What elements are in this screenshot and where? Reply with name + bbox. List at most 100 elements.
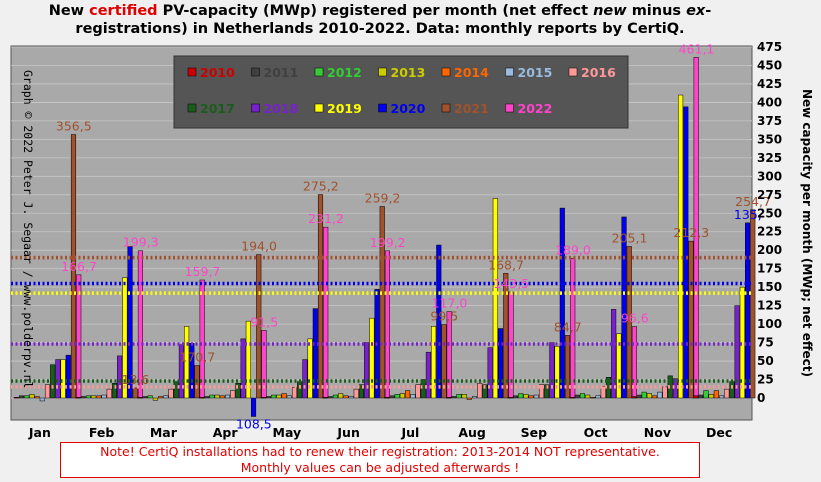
data-label: 199,3 <box>123 235 159 250</box>
bar-2019-jan <box>60 359 66 399</box>
bar-2021-apr <box>256 254 262 399</box>
bar-2012-sep <box>518 393 524 399</box>
note-line-2: Monthly values can be adjusted afterward… <box>240 460 520 475</box>
data-label: 259,2 <box>365 190 401 205</box>
bar-2019-feb <box>122 277 128 399</box>
y-tick-label: 225 <box>757 225 782 239</box>
bar-2020-apr <box>251 397 257 417</box>
bar-2018-apr <box>240 338 246 399</box>
data-label: 108,5 <box>236 416 272 431</box>
bar-2020-jul <box>436 244 442 399</box>
x-tick-label: Dec <box>706 425 732 440</box>
bar-2012-mar <box>147 395 153 399</box>
x-tick-label: Jun <box>336 425 359 440</box>
bar-2013-mar <box>152 397 158 401</box>
legend-swatch-2022 <box>505 103 514 113</box>
x-tick-label: May <box>273 425 302 440</box>
bar-2017-sep <box>544 384 550 399</box>
y-tick-label: 250 <box>757 206 782 220</box>
bar-2016-jul <box>415 384 421 399</box>
bar-2012-feb <box>85 395 92 399</box>
bar-2010-jun <box>322 397 328 399</box>
bar-2014-jan <box>34 396 40 399</box>
y-tick-label: 175 <box>757 262 782 276</box>
y-tick-label: 125 <box>757 299 782 313</box>
bar-2012-may <box>271 394 277 399</box>
bar-2010-jan <box>13 397 19 399</box>
bar-2014-jun <box>343 395 349 399</box>
bar-2012-apr <box>209 394 215 399</box>
legend-label-2012: 2012 <box>327 65 362 80</box>
legend-swatch-2012 <box>314 67 324 77</box>
bar-2018-may <box>302 359 308 399</box>
y-tick-label: 275 <box>757 188 782 202</box>
legend-label-2017: 2017 <box>200 101 235 116</box>
bar-2012-nov <box>641 391 647 399</box>
x-tick-label: Jul <box>400 425 419 440</box>
legend-swatch-2017 <box>187 103 197 113</box>
x-tick-label: Nov <box>644 425 671 440</box>
bar-2014-oct <box>590 397 596 399</box>
bar-2010-jul <box>384 397 390 399</box>
copyright-text: Graph © 2022 Peter J. Segaar / www.polde… <box>21 70 35 389</box>
legend-swatch-2015 <box>505 67 514 77</box>
legend-swatch-2010 <box>187 67 197 77</box>
bar-2019-sep <box>554 346 560 399</box>
bar-2016-jan <box>44 384 51 399</box>
bar-2014-dec <box>713 390 719 399</box>
bar-2018-jan <box>55 359 61 399</box>
bar-2011-nov <box>636 394 642 399</box>
bar-2014-mar <box>158 396 164 399</box>
data-label: 275,2 <box>303 179 339 194</box>
legend-swatch-2016 <box>568 67 578 77</box>
bar-2014-jul <box>405 390 411 399</box>
data-label: 84,7 <box>554 319 582 334</box>
bar-2014-feb <box>96 395 102 399</box>
y-tick-label: 450 <box>757 58 782 72</box>
bar-2021-jan <box>70 134 77 399</box>
legend-label-2022: 2022 <box>518 101 553 116</box>
y-tick-label: 25 <box>757 373 774 387</box>
y-tick-label: 425 <box>757 77 782 91</box>
data-label: 166,7 <box>61 259 97 274</box>
legend-label-2016: 2016 <box>581 65 616 80</box>
bar-2020-jan <box>65 354 71 399</box>
bar-2016-mar <box>168 388 174 399</box>
data-label: 254,7 <box>735 194 771 209</box>
bar-2011-jul <box>389 395 395 399</box>
y-axis-label: New capacity per month (MWp; net effect) <box>800 89 814 377</box>
x-tick-label: Apr <box>213 425 239 440</box>
data-label: 13,6 <box>122 372 150 387</box>
bar-2014-nov <box>652 395 658 399</box>
bar-2021-nov <box>688 240 694 399</box>
legend-swatch-2011 <box>251 67 260 77</box>
bar-2013-jan <box>29 394 35 399</box>
legend-swatch-2019 <box>314 103 324 113</box>
x-tick-label: Feb <box>89 425 115 440</box>
bar-2016-aug <box>477 382 483 399</box>
bar-2013-sep <box>523 394 529 399</box>
bar-2015-feb <box>101 394 107 399</box>
y-tick-label: 200 <box>757 243 782 257</box>
bar-2022-jul <box>446 311 452 399</box>
bar-2017-feb <box>111 382 118 399</box>
bar-2010-apr <box>199 397 205 399</box>
bar-2011-oct <box>574 394 580 399</box>
bar-2016-dec <box>724 388 730 399</box>
bar-2016-jun <box>353 388 359 399</box>
bar-2020-may <box>312 308 318 399</box>
legend-label-2015: 2015 <box>518 65 553 80</box>
bar-2011-jun <box>327 396 333 399</box>
bar-2013-nov <box>646 393 652 399</box>
bar-2013-aug <box>461 394 467 399</box>
bar-2011-feb <box>80 396 86 399</box>
bar-2017-jun <box>358 384 364 399</box>
y-tick-label: 325 <box>757 151 782 165</box>
legend-swatch-2013 <box>378 67 387 77</box>
bar-2015-jun <box>348 396 354 399</box>
bar-2021-dec <box>750 209 756 399</box>
data-label: 212,3 <box>673 225 709 240</box>
bar-2012-jul <box>394 394 400 399</box>
bar-2013-apr <box>214 394 220 399</box>
data-label: 135, <box>734 207 762 222</box>
